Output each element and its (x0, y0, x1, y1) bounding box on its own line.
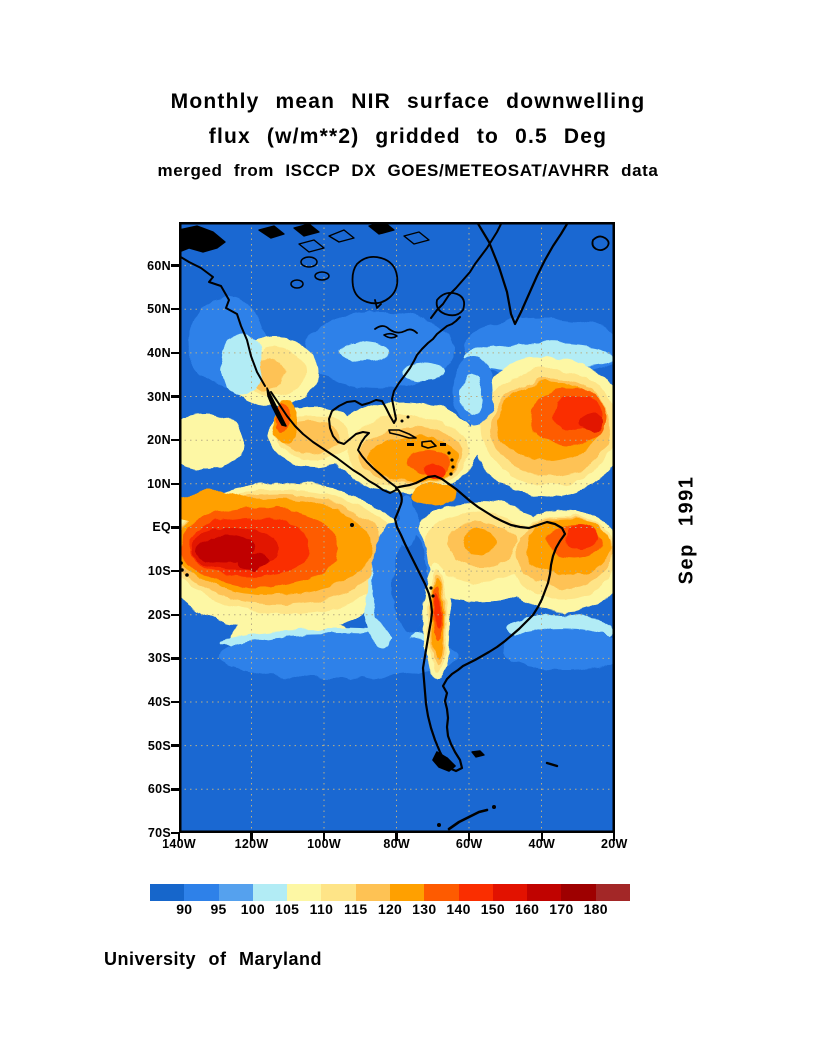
lat-tick-label: 10N (147, 476, 171, 491)
lat-tick-mark (171, 700, 179, 704)
lon-tick-label: 100W (307, 837, 342, 851)
lat-tick-mark (171, 831, 179, 835)
colorbar-tick-label: 115 (343, 901, 368, 917)
lat-tick-label: 20N (147, 433, 171, 448)
lon-tick-label: 60W (455, 837, 483, 851)
colorbar-segment (389, 884, 425, 901)
plot-subtitle: merged from ISCCP DX GOES/METEOSAT/AVHRR… (157, 161, 659, 180)
colorbar-tick-label: 180 (583, 901, 608, 917)
colorbar-segment (218, 884, 253, 901)
lon-tick-label: 140W (162, 837, 196, 851)
lat-tick-mark (171, 657, 179, 660)
colorbar-tick-label: 95 (210, 901, 227, 917)
lon-tick-mark (250, 833, 253, 841)
colorbar-segment (184, 884, 219, 901)
colorbar-tick-label: 160 (515, 901, 540, 917)
lon-tick-mark (322, 833, 326, 841)
lon-tick-mark (395, 833, 398, 841)
colorbar-segment (595, 884, 630, 901)
flux-field (179, 297, 615, 682)
lat-tick-mark (171, 308, 179, 311)
map-figure: 60N 50N 40N 30N 20N 10N EQ 10S 20S 30S 40S 50S 60S 70… (147, 222, 627, 851)
lat-tick-label: 30N (147, 389, 171, 404)
plot-title-block: Monthly mean NIR surface downwelling flu… (0, 84, 816, 187)
lon-tick-mark (540, 833, 543, 841)
lon-tick-mark (177, 833, 181, 841)
lat-tick-label: 40S (147, 695, 171, 710)
colorbar-segment (355, 884, 390, 901)
colorbar-tick-label: 150 (480, 901, 505, 917)
colorbar-segment (527, 884, 562, 901)
lat-tick-label: EQ (152, 520, 171, 535)
colorbar-tick-label: 130 (412, 901, 437, 917)
plot-title-line2: flux (w/m**2) gridded to 0.5 Deg (208, 125, 608, 148)
lat-tick-label: 50N (147, 302, 171, 317)
lat-tick-label: 50S (147, 738, 171, 753)
lat-tick-mark (171, 395, 179, 398)
lat-tick-mark (171, 788, 179, 791)
date-label: Sep 1991 (675, 475, 698, 585)
lat-tick-label: 20S (147, 607, 171, 622)
lat-tick-mark (171, 744, 179, 747)
lat-tick-label: 60N (147, 258, 171, 273)
lon-tick-label: 20W (600, 837, 628, 851)
colorbar-tick-label: 170 (549, 901, 574, 917)
colorbar (150, 884, 630, 901)
lat-tick-mark (171, 613, 179, 616)
colorbar-tick-label: 105 (275, 901, 300, 917)
lat-tick-label: 40N (147, 345, 171, 360)
colorbar-tick-label: 100 (240, 901, 265, 917)
colorbar-tick-label: 110 (309, 901, 334, 917)
lat-tick-mark (171, 264, 179, 267)
lat-tick-label: 60S (147, 782, 171, 797)
colorbar-tick-label: 90 (176, 901, 193, 917)
coastlines (179, 222, 610, 831)
lon-tick-label: 40W (528, 837, 556, 851)
lat-tick-mark (171, 482, 179, 486)
colorbar-segment (321, 884, 356, 901)
lat-tick-label: 70S (147, 825, 171, 840)
flux-map-canvas (179, 222, 615, 833)
colorbar-segment (252, 884, 288, 901)
colorbar-segment (492, 884, 528, 901)
lon-tick-label: 120W (234, 837, 269, 851)
colorbar-segment (150, 884, 185, 901)
lon-tick-mark (468, 833, 471, 841)
map-frame (179, 222, 615, 833)
colorbar-segment (287, 884, 322, 901)
lat-tick-label: 30S (147, 651, 171, 666)
colorbar-tick-label: 120 (377, 901, 403, 917)
lat-tick-mark (171, 351, 179, 355)
lat-tick-mark (171, 569, 179, 573)
colorbar-segment (561, 884, 596, 901)
lon-tick-label: 80W (383, 837, 410, 851)
lon-tick-mark (613, 833, 616, 841)
colorbar-segment (424, 884, 459, 901)
colorbar-segment (458, 884, 493, 901)
lat-tick-mark (171, 526, 179, 529)
colorbar-labels: 90 95 100 105 110 115 120 130 140 150 160 170 180 (150, 901, 630, 919)
colorbar-tick-label: 140 (446, 901, 471, 917)
lat-tick-label: 10S (147, 564, 171, 579)
lat-tick-mark (171, 439, 179, 442)
plot-title-line1: Monthly mean NIR surface downwelling (170, 90, 646, 113)
credit-text: University of Maryland (104, 949, 323, 969)
